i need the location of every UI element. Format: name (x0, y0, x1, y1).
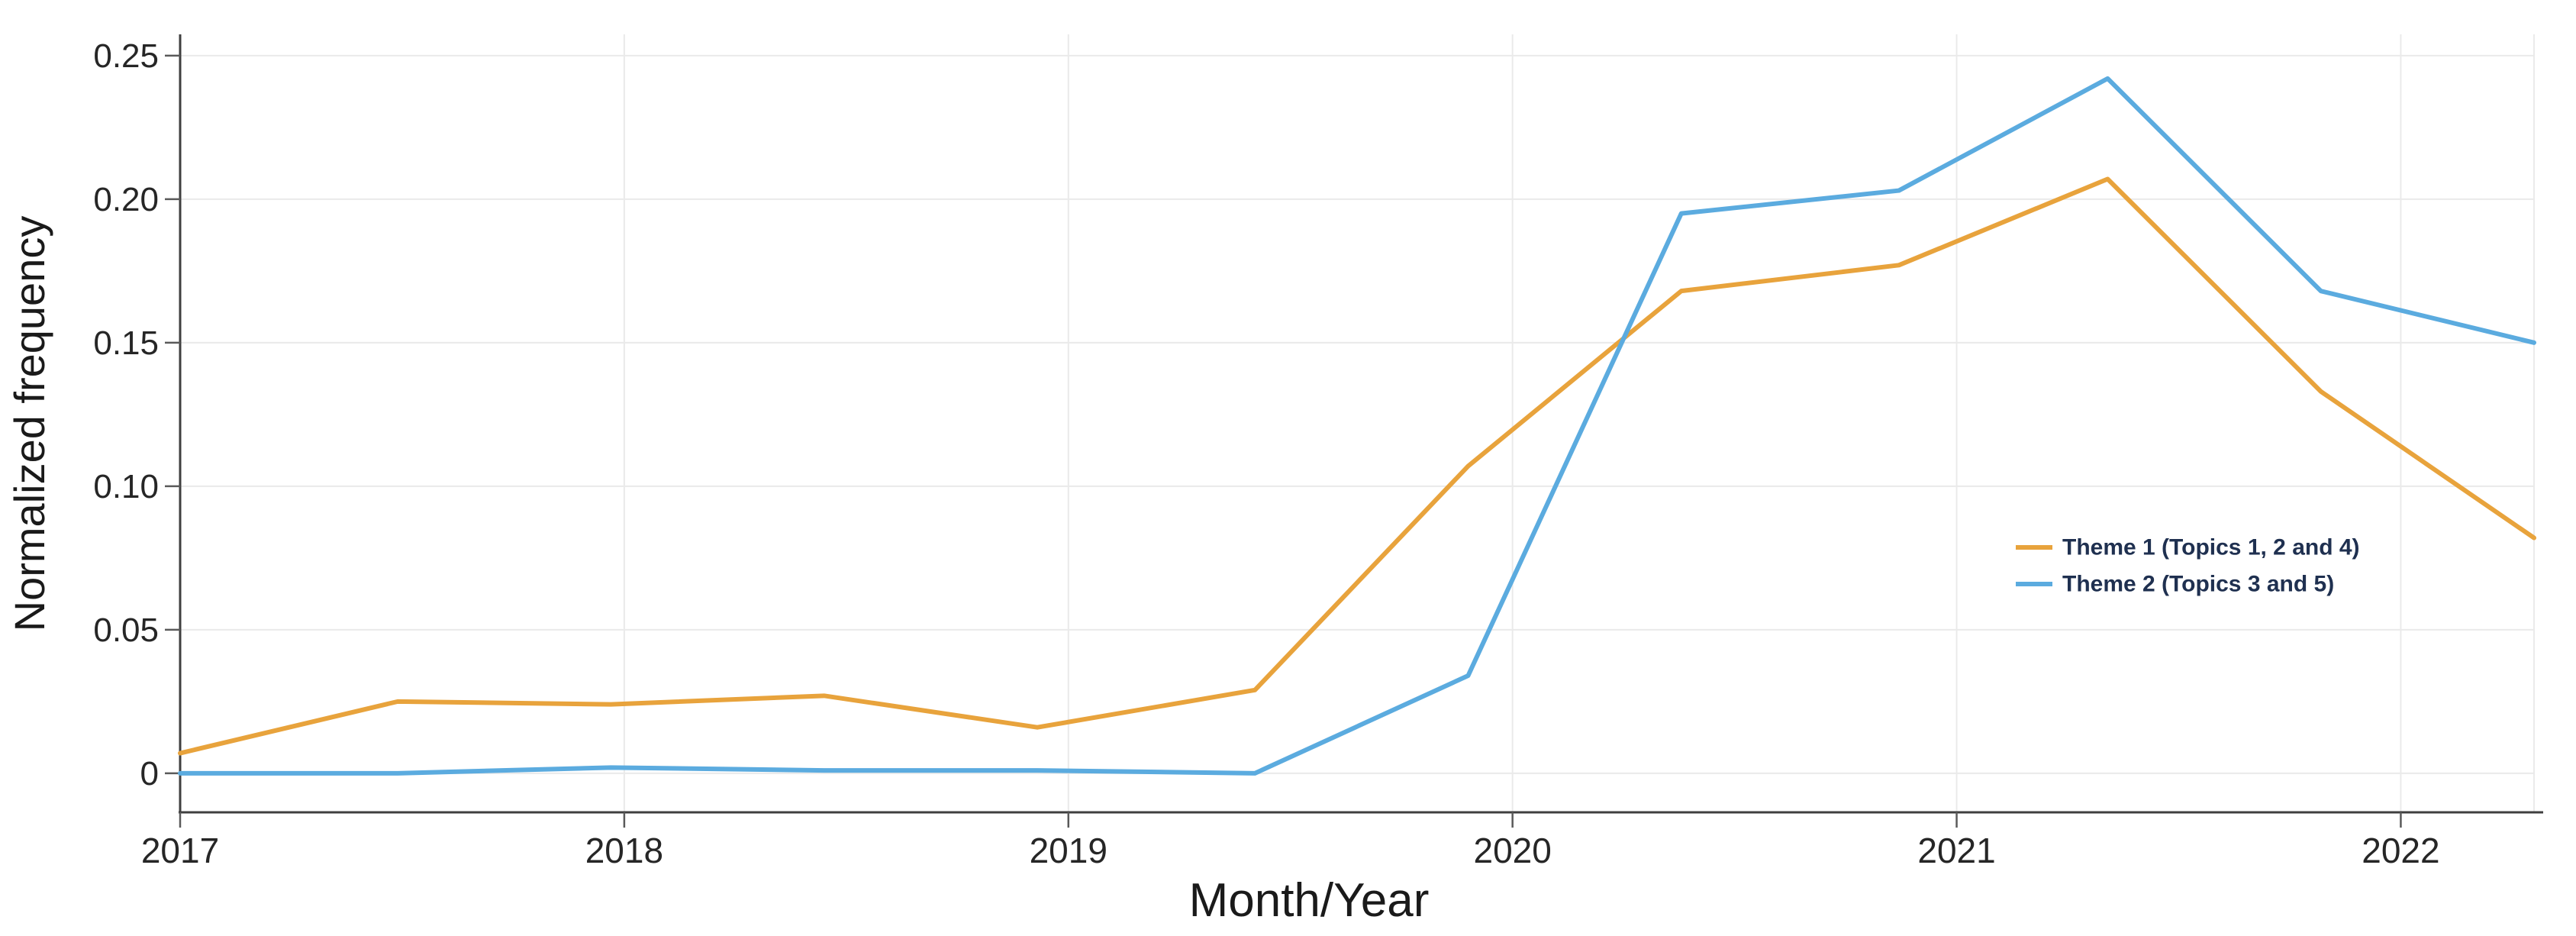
gridlines (180, 34, 2535, 812)
axis-spines (179, 34, 2543, 814)
series-line-1 (178, 176, 2536, 756)
legend: Theme 1 (Topics 1, 2 and 4) Theme 2 (Top… (2016, 535, 2360, 597)
data-series (178, 76, 2536, 776)
x-axis-title: Month/Year (1189, 874, 1430, 927)
y-tick-label: 0.25 (93, 37, 159, 75)
y-tick-label: 0.20 (93, 181, 159, 218)
legend-label-theme-1: Theme 1 (Topics 1, 2 and 4) (2062, 535, 2360, 560)
axis-ticks (165, 54, 2402, 828)
tick-labels: 0 0.05 0.10 0.15 0.20 0.25 2017 2018 2019 2020 202… (93, 37, 2439, 870)
series-line-2 (178, 76, 2536, 776)
y-tick-label: 0.10 (93, 468, 159, 505)
x-tick-label: 2017 (141, 831, 219, 870)
legend-label-theme-2: Theme 2 (Topics 3 and 5) (2062, 572, 2334, 597)
x-tick-label: 2021 (1917, 831, 1995, 870)
x-tick-label: 2020 (1473, 831, 1551, 870)
x-tick-label: 2019 (1030, 831, 1107, 870)
x-tick-label: 2018 (585, 831, 663, 870)
x-tick-label: 2022 (2362, 831, 2439, 870)
y-axis-title: Normalized frequency (5, 216, 53, 632)
y-tick-label: 0.15 (93, 324, 159, 362)
y-tick-label: 0.05 (93, 612, 159, 649)
y-tick-label: 0 (140, 755, 159, 792)
